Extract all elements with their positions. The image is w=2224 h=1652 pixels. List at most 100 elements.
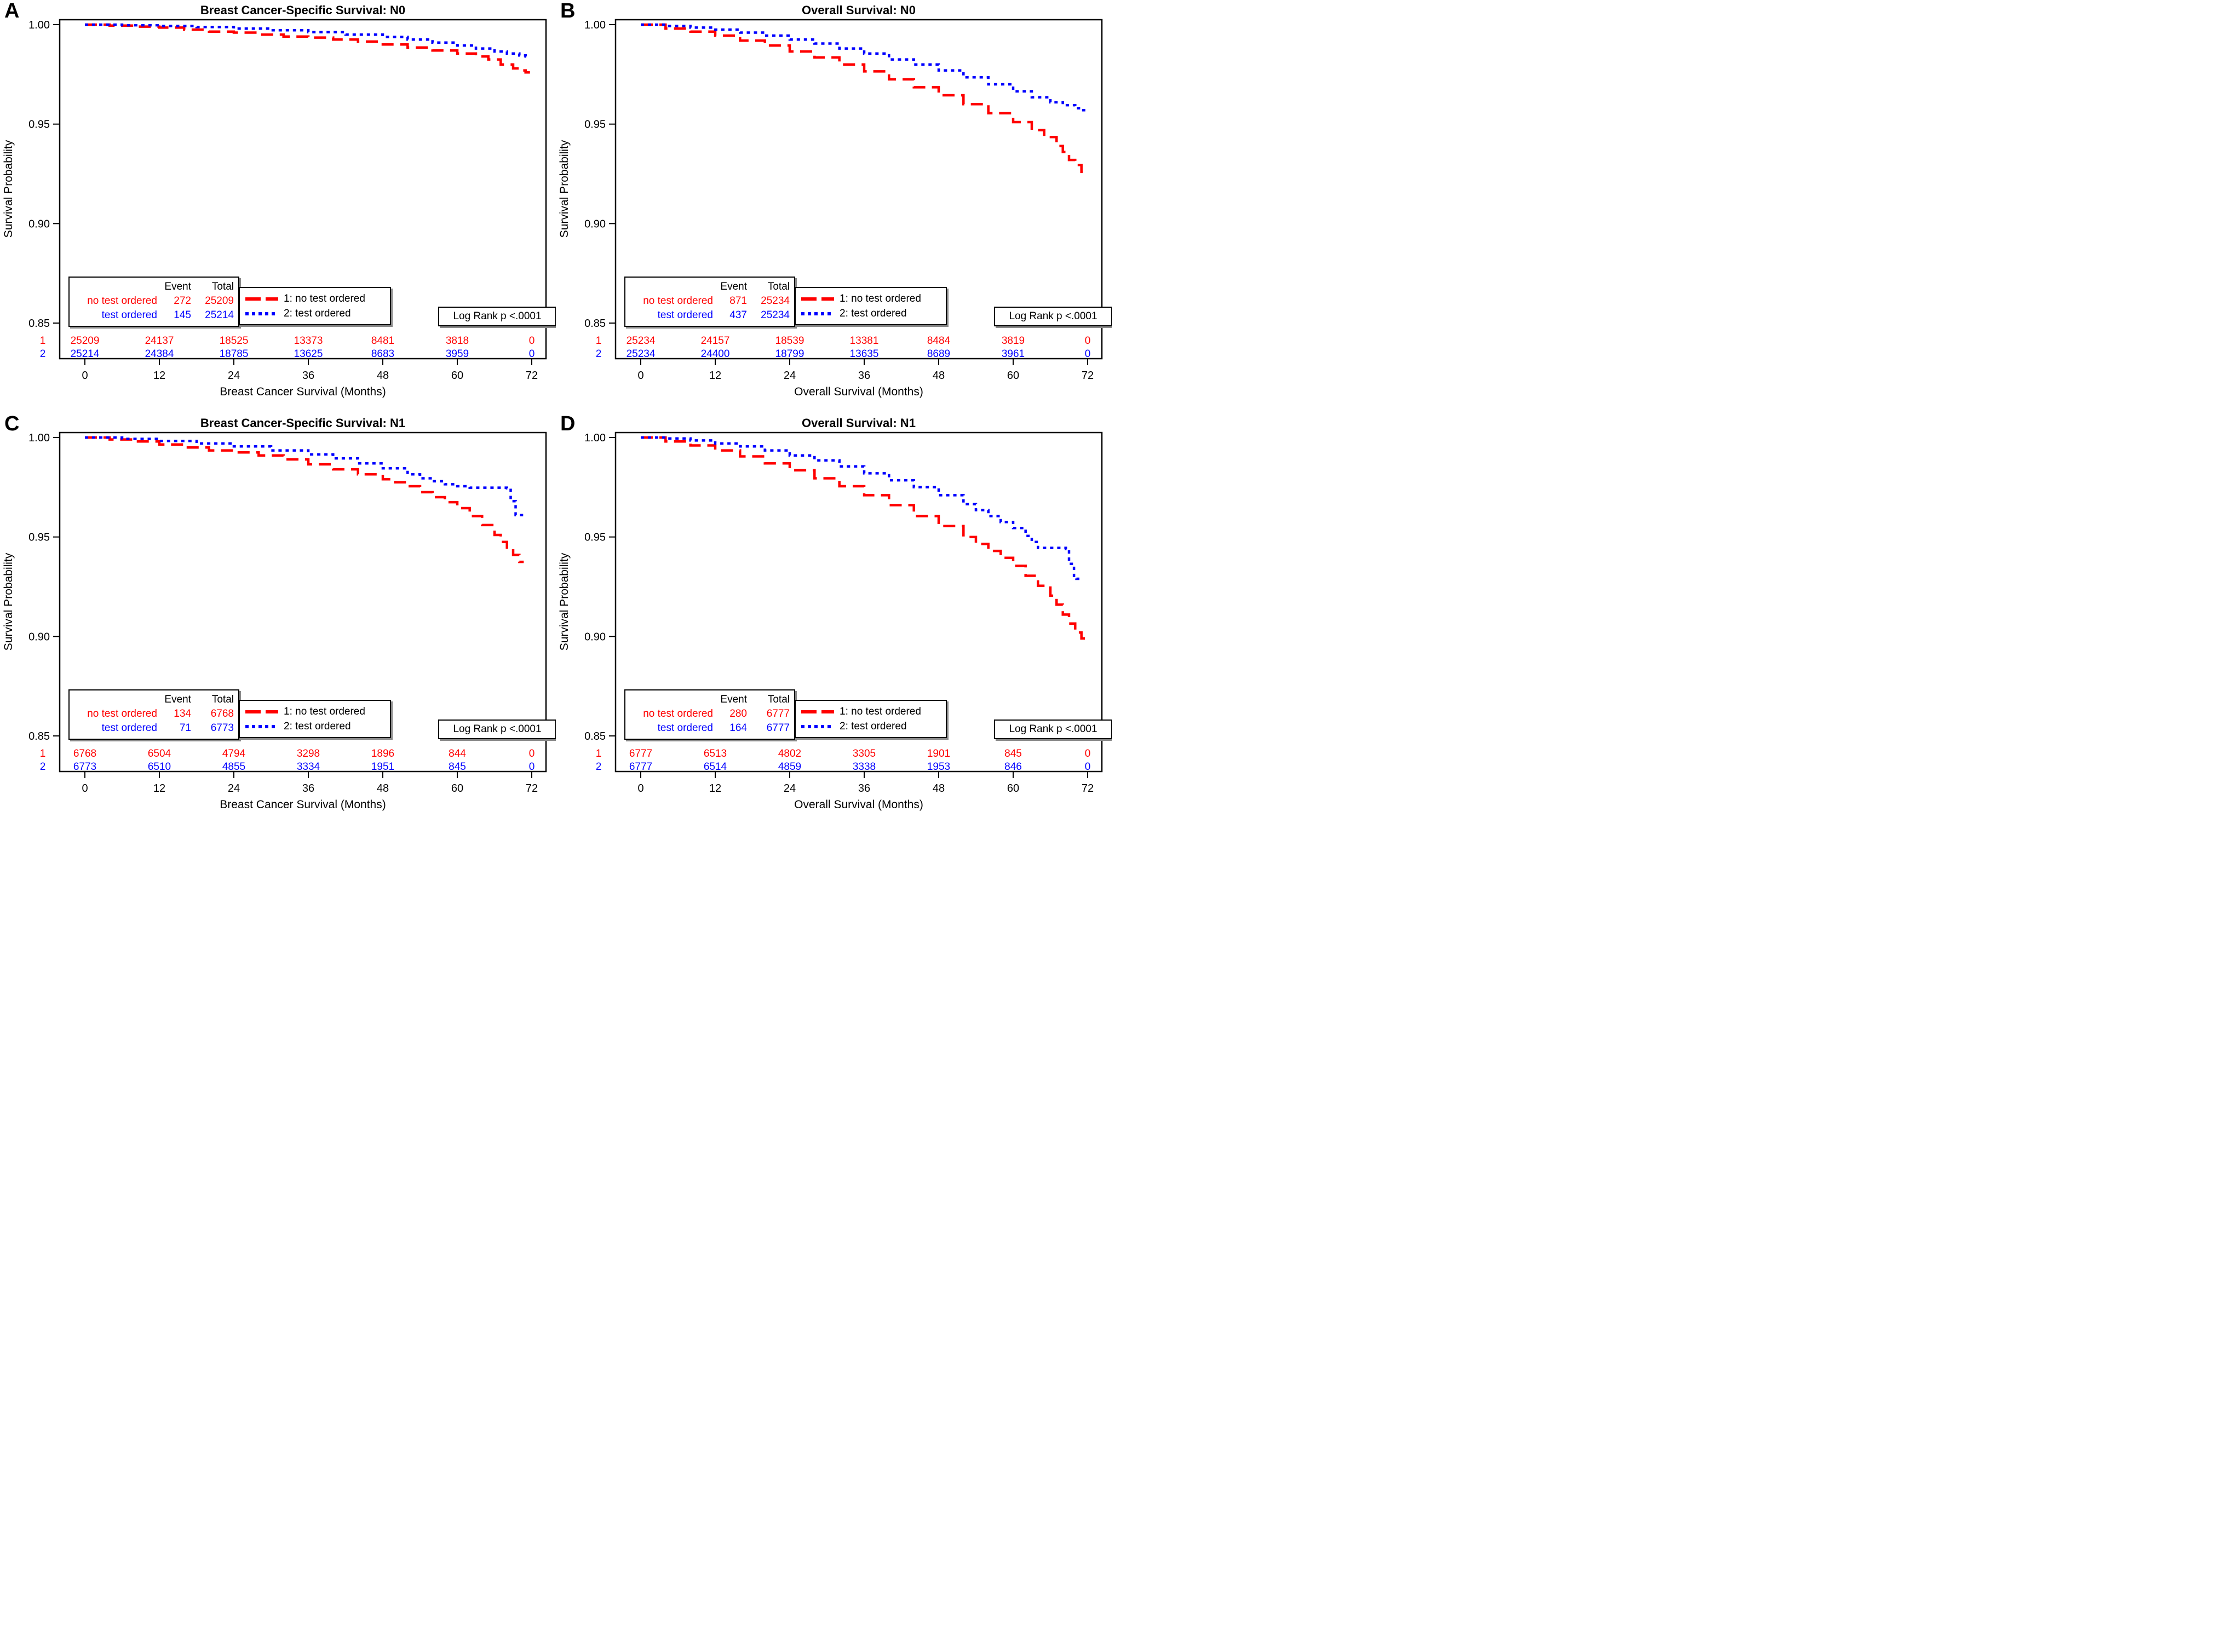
series-label: no test ordered: [643, 295, 713, 307]
at-risk-value: 4859: [778, 761, 801, 773]
total-column-header: Total: [767, 694, 790, 705]
total-count: 6773: [210, 722, 234, 734]
total-count: 25234: [761, 295, 790, 307]
survival-curve-series1: [85, 436, 524, 563]
at-risk-value: 3298: [297, 748, 320, 759]
series2-stats-row: test ordered 145 25214: [74, 308, 234, 323]
series2-stats-row: test ordered 164 6777: [630, 721, 790, 735]
at-risk-value: 0: [529, 748, 535, 759]
x-tick-label: 24: [784, 370, 796, 382]
x-tick-label: 60: [451, 370, 463, 382]
at-risk-value: 845: [449, 761, 466, 773]
x-tick-label: 12: [153, 370, 165, 382]
logrank-text: Log Rank p <.0001: [1009, 310, 1097, 322]
at-risk-value: 1896: [371, 748, 394, 759]
legend-label: 2: test ordered: [284, 308, 351, 319]
legend-label: 2: test ordered: [840, 721, 907, 732]
x-tick-label: 60: [1007, 370, 1019, 382]
x-axis-label: Breast Cancer Survival (Months): [220, 385, 386, 398]
at-risk-value: 6514: [704, 761, 727, 773]
y-tick-label: 1.00: [584, 432, 606, 444]
at-risk-value: 18539: [775, 335, 804, 347]
at-risk-value: 8481: [371, 335, 394, 347]
x-tick-label: 72: [526, 370, 538, 382]
km-plot: 1.00 0.95 0.90 0.85 0 12 24 36 48 60 72 1 25209 24137…: [28, 19, 547, 382]
x-tick-label: 48: [377, 782, 389, 795]
km-plot: 1.00 0.95 0.90 0.85 0 12 24 36 48 60 72 1 25234 24157…: [584, 19, 1103, 382]
survival-curve-series2: [641, 23, 1086, 112]
total-count: 6777: [766, 708, 790, 719]
series-label: test ordered: [101, 309, 157, 321]
panel-a: A Breast Cancer-Specific Survival: N0 Su…: [0, 0, 556, 413]
event-count: 272: [174, 295, 191, 307]
x-tick-label: 36: [302, 782, 314, 795]
legend-label: 1: no test ordered: [840, 293, 921, 304]
event-total-box: Event Total no test ordered 280 6777 tes…: [624, 689, 795, 740]
series2-stats-row: test ordered 437 25234: [630, 308, 790, 323]
x-tick-label: 24: [228, 782, 240, 795]
at-risk-value: 3334: [297, 761, 320, 773]
x-tick-label: 0: [82, 782, 88, 795]
at-risk-value: 25209: [71, 335, 100, 347]
at-risk-value: 0: [529, 348, 535, 360]
legend-item-series1: 1: no test ordered: [800, 704, 941, 719]
at-risk-row-label: 1: [596, 748, 602, 759]
at-risk-row-label: 2: [40, 761, 46, 773]
series1-line-sample: [801, 710, 834, 713]
at-risk-value: 1951: [371, 761, 394, 773]
panel-letter: C: [4, 412, 20, 435]
at-risk-value: 0: [529, 761, 535, 773]
at-risk-row-label: 2: [596, 761, 602, 773]
at-risk-value: 0: [1085, 761, 1091, 773]
legend-item-series2: 2: test ordered: [244, 306, 386, 321]
at-risk-value: 4802: [778, 748, 801, 759]
event-column-header: Event: [720, 694, 747, 705]
panel-title: Overall Survival: N1: [802, 416, 916, 430]
legend-item-series1: 1: no test ordered: [244, 704, 386, 719]
x-tick-label: 48: [933, 782, 945, 795]
total-column-header: Total: [211, 281, 234, 292]
y-tick-label: 0.95: [28, 532, 50, 544]
at-risk-value: 844: [449, 748, 466, 759]
event-count: 280: [729, 708, 747, 719]
legend-item-series2: 2: test ordered: [800, 306, 941, 321]
legend-item-series2: 2: test ordered: [800, 719, 941, 734]
y-tick-label: 0.95: [584, 532, 606, 544]
x-tick-label: 72: [1082, 782, 1094, 795]
at-risk-value: 24157: [701, 335, 730, 347]
at-risk-value: 0: [1085, 335, 1091, 347]
logrank-box: Log Rank p <.0001: [438, 719, 556, 739]
panel-letter: D: [560, 412, 576, 435]
series1-line-sample: [801, 297, 834, 301]
y-tick-label: 0.90: [584, 631, 606, 643]
at-risk-row-label: 2: [40, 348, 46, 360]
at-risk-value: 25234: [627, 335, 656, 347]
event-total-box: Event Total no test ordered 871 25234 te…: [624, 277, 795, 327]
y-tick-label: 0.95: [584, 119, 606, 131]
at-risk-value: 845: [1004, 748, 1022, 759]
survival-curve-series2: [641, 436, 1081, 580]
x-tick-label: 0: [637, 782, 643, 795]
at-risk-value: 0: [1085, 748, 1091, 759]
at-risk-value: 3961: [1002, 348, 1025, 360]
plot-frame: [614, 19, 1103, 360]
at-risk-value: 18785: [220, 348, 249, 360]
event-column-header: Event: [720, 281, 747, 292]
event-total-box: Event Total no test ordered 134 6768 tes…: [68, 689, 239, 740]
panel-c: C Breast Cancer-Specific Survival: N1 Su…: [0, 413, 556, 826]
spacer: [630, 280, 713, 294]
series1-line-sample: [245, 710, 278, 713]
at-risk-value: 13635: [850, 348, 879, 360]
at-risk-value: 0: [529, 335, 535, 347]
y-tick-label: 0.90: [28, 218, 50, 230]
event-count: 871: [729, 295, 747, 307]
at-risk-value: 3338: [853, 761, 876, 773]
survival-curve-series2: [85, 23, 530, 58]
at-risk-value: 25234: [627, 348, 656, 360]
y-tick-label: 1.00: [28, 19, 50, 31]
logrank-text: Log Rank p <.0001: [453, 723, 542, 735]
logrank-box: Log Rank p <.0001: [994, 307, 1112, 326]
figure-km-survival: A Breast Cancer-Specific Survival: N0 Su…: [0, 0, 1112, 826]
at-risk-value: 13625: [294, 348, 323, 360]
total-count: 6777: [766, 722, 790, 734]
